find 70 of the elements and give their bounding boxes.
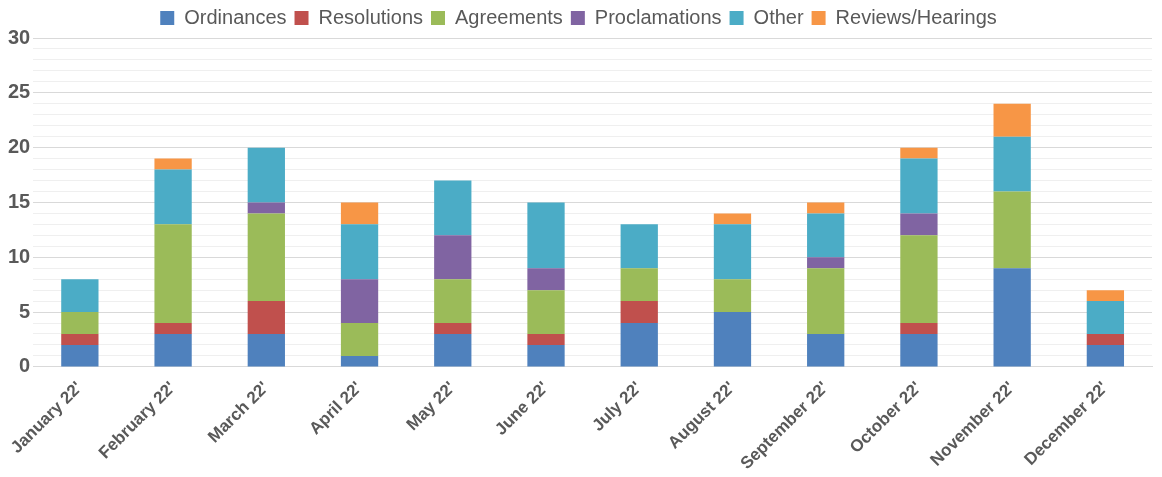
bar	[247, 333, 285, 367]
y-tick-label: 30	[8, 25, 31, 48]
bar	[807, 202, 845, 214]
bar	[620, 323, 658, 367]
bar	[807, 213, 845, 258]
bar	[1086, 333, 1125, 345]
bar	[340, 202, 379, 225]
bar	[900, 158, 938, 214]
bar	[154, 323, 192, 334]
bar	[807, 333, 845, 367]
bar	[61, 344, 99, 367]
bar	[713, 213, 752, 225]
bar	[527, 290, 565, 334]
bar	[620, 301, 658, 324]
bar	[713, 312, 752, 367]
bar	[900, 323, 938, 334]
bar	[993, 268, 1031, 367]
bar	[154, 224, 192, 324]
x-tick-label: May 22'	[402, 377, 459, 435]
bar	[807, 268, 845, 334]
bar	[247, 202, 285, 214]
y-tick-label: 0	[19, 354, 31, 377]
bar	[527, 333, 565, 345]
y-tick-label: 15	[8, 189, 31, 212]
y-tick-label: 20	[8, 135, 31, 158]
bar	[713, 224, 752, 280]
bar	[340, 279, 379, 324]
bar	[434, 235, 472, 280]
y-tick-label: 10	[8, 244, 31, 267]
bar	[1086, 344, 1125, 367]
bar	[154, 169, 192, 225]
bar	[993, 136, 1031, 192]
y-tick-label: 25	[8, 80, 31, 103]
bar	[154, 158, 192, 170]
bar	[61, 312, 99, 334]
bar	[993, 103, 1031, 137]
bar	[713, 279, 752, 313]
bar	[340, 224, 379, 280]
bar	[900, 333, 938, 367]
bar	[247, 213, 285, 302]
bar	[620, 224, 658, 269]
bar	[527, 268, 565, 291]
bar	[61, 279, 99, 313]
bar	[340, 355, 379, 367]
y-tick-label: 5	[19, 299, 31, 322]
bar	[340, 323, 379, 356]
bar	[900, 235, 938, 324]
bar	[154, 333, 192, 367]
bar	[1086, 301, 1125, 334]
bar	[900, 213, 938, 236]
bar	[434, 180, 472, 236]
bar	[247, 301, 285, 334]
legend-label: Resolutions	[318, 5, 424, 28]
bar	[434, 279, 472, 324]
bar	[1086, 290, 1125, 302]
bar	[247, 147, 285, 203]
legend-label: Other	[753, 5, 804, 28]
bar	[527, 344, 565, 367]
legend-label: Reviews/Hearings	[835, 5, 997, 28]
bar	[61, 333, 99, 345]
legend-label: Proclamations	[594, 5, 722, 28]
legend-label: Ordinances	[184, 5, 287, 28]
bar	[900, 147, 938, 159]
bar	[434, 333, 472, 367]
bar	[993, 191, 1031, 269]
legend-label: Agreements	[455, 5, 563, 28]
bar	[434, 323, 472, 334]
bar	[527, 202, 565, 269]
bar	[807, 257, 845, 269]
bar	[620, 268, 658, 302]
